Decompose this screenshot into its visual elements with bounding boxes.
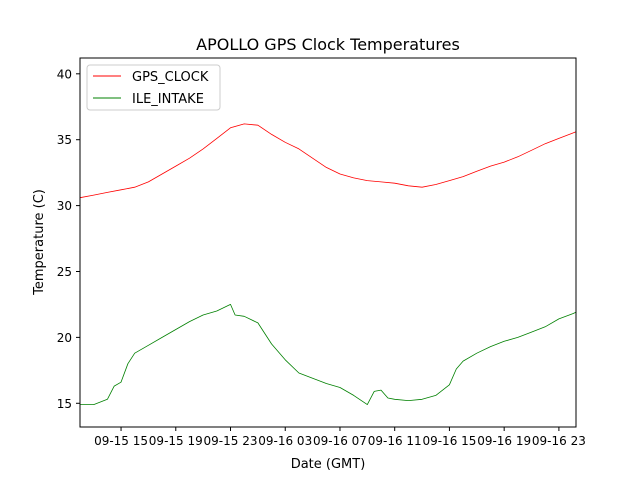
plot-lines [79, 123, 577, 405]
x-tick-label: 09-15 19 [149, 434, 203, 448]
x-tick-label: 09-16 11 [368, 434, 422, 448]
series-line-ile-intake [80, 304, 577, 405]
y-tick-label: 25 [57, 265, 72, 279]
legend-label-ile-intake: ILE_INTAKE [132, 92, 204, 107]
x-tick-label: 09-16 03 [258, 434, 312, 448]
legend: GPS_CLOCK ILE_INTAKE [86, 64, 221, 111]
x-tick-label: 09-15 15 [94, 434, 148, 448]
chart-title: APOLLO GPS Clock Temperatures [196, 35, 460, 54]
x-tick-label: 09-15 23 [204, 434, 258, 448]
plot-area-frame [79, 57, 577, 428]
x-tick-label: 09-16 15 [422, 434, 476, 448]
y-axis-label: Temperature (C) [32, 189, 47, 296]
x-tick-label: 09-16 19 [477, 434, 531, 448]
y-tick-label: 30 [57, 199, 72, 213]
x-tick-label: 09-16 07 [313, 434, 367, 448]
legend-label-gps-clock: GPS_CLOCK [132, 70, 209, 85]
y-tick-label: 15 [57, 397, 72, 411]
x-axis-label: Date (GMT) [291, 457, 366, 472]
x-tick-label: 09-16 23 [532, 434, 586, 448]
y-tick-label: 20 [57, 331, 72, 345]
y-tick-label: 35 [57, 133, 72, 147]
y-tick-label: 40 [57, 67, 72, 81]
axis-ticks: 09-15 15 09-15 19 09-15 23 09-16 03 09-16 07… [57, 67, 586, 448]
series-line-gps-clock [79, 123, 577, 199]
